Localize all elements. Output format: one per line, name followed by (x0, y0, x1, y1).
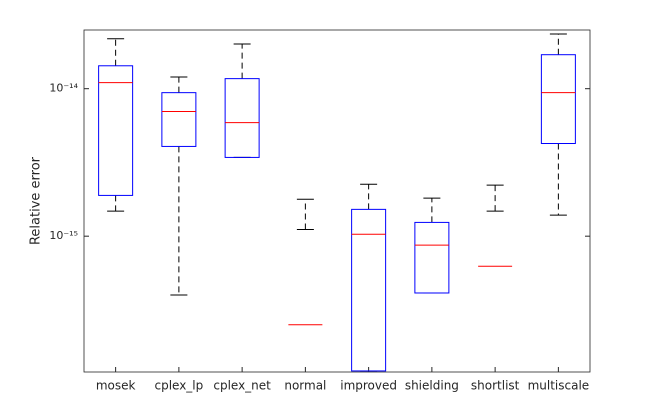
box (161, 92, 197, 147)
y-axis-label: Relative error (29, 156, 44, 245)
box (98, 65, 134, 196)
y-tick-label: 10⁻¹⁵ (49, 229, 78, 242)
x-tick-label: cplex_lp (154, 379, 203, 393)
x-tick-label: shielding (405, 379, 459, 393)
box (414, 221, 450, 294)
plot-area (83, 29, 591, 373)
x-tick-label: shortlist (471, 379, 520, 393)
x-tick-label: mosek (96, 379, 136, 393)
x-tick-label: improved (340, 379, 397, 393)
box (351, 208, 387, 372)
x-tick-label: multiscale (528, 379, 590, 393)
box (224, 78, 260, 158)
box (540, 54, 576, 145)
x-tick-label: normal (284, 379, 326, 393)
y-tick-label: 10⁻¹⁴ (49, 82, 78, 95)
x-tick-label: cplex_net (213, 379, 271, 393)
